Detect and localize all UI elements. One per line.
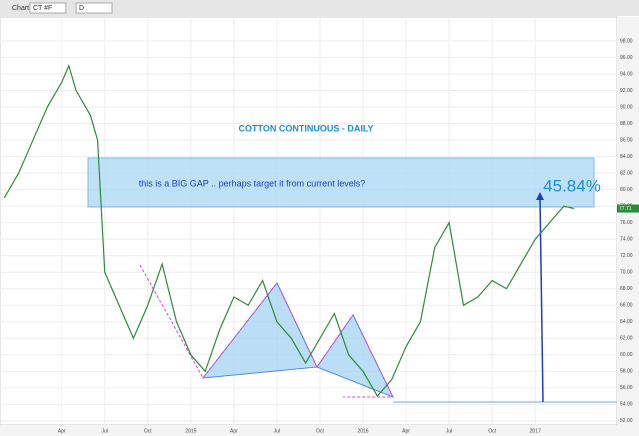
- y-tick-label: 62.00: [620, 336, 633, 342]
- y-tick-label: 86.00: [620, 137, 633, 143]
- y-tick-label: 52.00: [620, 418, 633, 424]
- x-tick-label: 2017: [530, 428, 541, 434]
- interval-box[interactable]: [75, 2, 113, 14]
- y-tick-label: 56.00: [620, 385, 633, 391]
- x-tick-label: Oct: [144, 428, 152, 434]
- x-tick-label: Apr: [402, 428, 410, 434]
- y-tick-label: 94.00: [620, 71, 633, 77]
- x-tick-label: 2015: [185, 428, 196, 434]
- y-tick-label: 74.00: [620, 236, 633, 242]
- y-tick-label: 82.00: [620, 170, 633, 176]
- y-tick-label: 70.00: [620, 270, 633, 276]
- last-price-label: 77.71: [619, 206, 632, 212]
- chart-title: COTTON CONTINUOUS - DAILY: [238, 123, 373, 133]
- y-tick-label: 84.00: [620, 154, 633, 160]
- x-tick-label: Oct: [316, 428, 324, 434]
- price-axis: [617, 17, 639, 436]
- y-tick-label: 80.00: [620, 187, 633, 193]
- y-tick-label: 58.00: [620, 369, 633, 375]
- target-arrow: [539, 196, 544, 403]
- last-price-box: [617, 204, 639, 213]
- time-axis: [0, 425, 617, 436]
- y-tick-label: 60.00: [620, 352, 633, 358]
- price-line: [3, 63, 575, 398]
- x-tick-label: Jul: [446, 428, 452, 434]
- x-tick-label: Jul: [102, 428, 108, 434]
- x-tick-label: Oct: [488, 428, 496, 434]
- y-tick-label: 68.00: [620, 286, 633, 292]
- symbol[interactable]: CT #F: [33, 5, 52, 12]
- y-tick-label: 76.00: [620, 220, 633, 226]
- y-tick-label: 98.00: [620, 38, 633, 44]
- y-tick-label: 96.00: [620, 55, 633, 61]
- y-tick-label: 88.00: [620, 121, 633, 127]
- percent-label: 45.84%: [543, 176, 601, 195]
- x-tick-label: Jul: [274, 428, 280, 434]
- y-tick-label: 90.00: [620, 104, 633, 110]
- symbol-box[interactable]: [29, 2, 67, 14]
- annotation: this is a BIG GAP .. perhaps target it f…: [139, 178, 365, 188]
- arrow-head: [536, 192, 544, 200]
- x-tick-label: Apr: [58, 428, 66, 434]
- interval[interactable]: D: [79, 5, 84, 12]
- x-tick-label: 2016: [357, 428, 368, 434]
- y-tick-label: 54.00: [620, 402, 633, 408]
- y-tick-label: 72.00: [620, 253, 633, 259]
- y-tick-label: 92.00: [620, 88, 633, 94]
- pattern-dashes: [139, 264, 394, 398]
- gap-box: [87, 157, 595, 208]
- x-tick-label: Apr: [230, 428, 238, 434]
- y-tick-label: 64.00: [620, 319, 633, 325]
- toolbar-label[interactable]: Chart: [12, 5, 29, 12]
- y-tick-label: 66.00: [620, 303, 633, 309]
- toolbar: [0, 0, 639, 16]
